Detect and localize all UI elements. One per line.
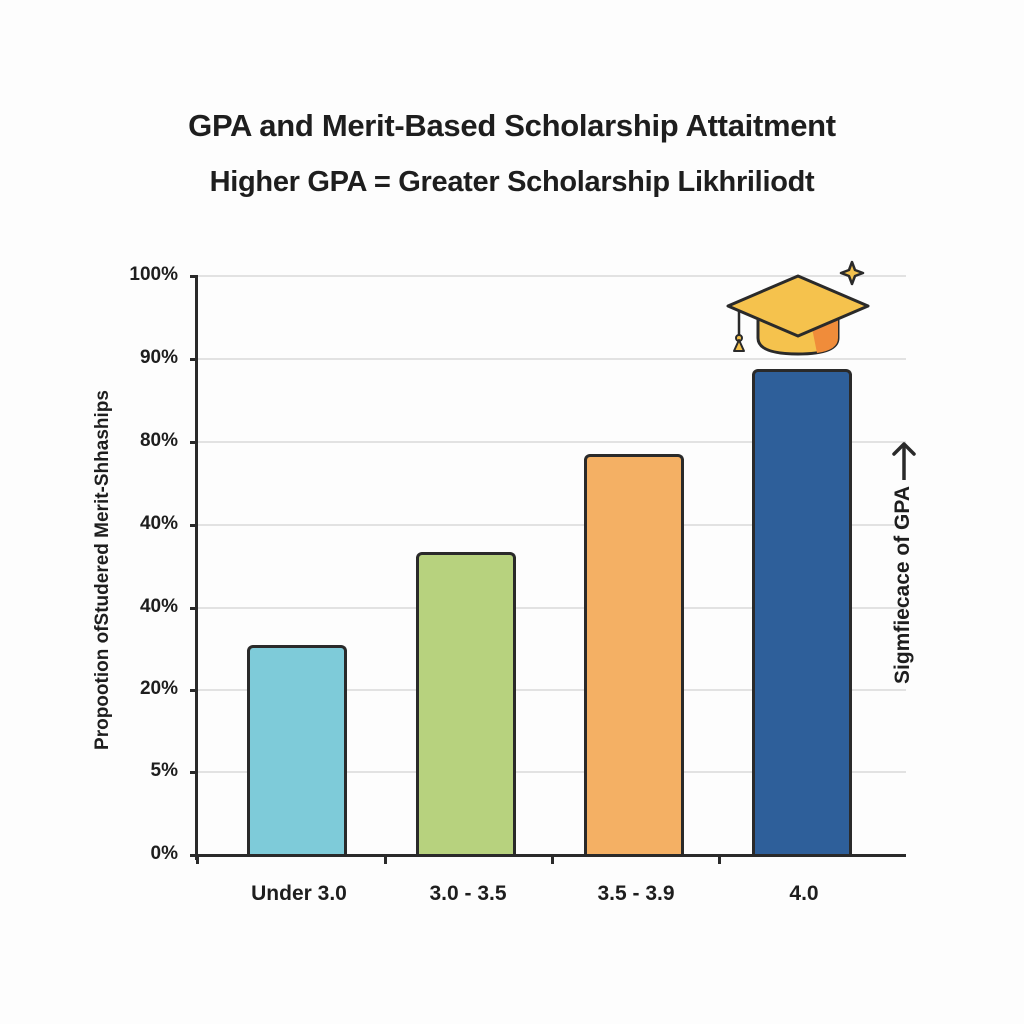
chart-title: GPA and Merit-Based Scholarship Attaitme…: [188, 108, 836, 143]
x-tick-label: 3.5 - 3.9: [597, 882, 675, 905]
x-tick: [196, 856, 199, 864]
gridline: [196, 524, 906, 526]
up-arrow-icon: [892, 442, 916, 480]
gridline: [196, 358, 906, 360]
x-tick-label: Under 3.0: [251, 882, 347, 905]
x-tick: [551, 856, 554, 864]
bar-3-0-3-5: [416, 552, 516, 855]
y-tick-label: 80%: [139, 430, 178, 451]
x-tick: [384, 856, 387, 864]
x-tick-label: 3.0 - 3.5: [429, 882, 507, 905]
x-tick-label: 4.0: [789, 882, 819, 905]
bar-4-0: [752, 369, 852, 855]
chart-subtitle: Higher GPA = Greater Scholarship Likhril…: [209, 166, 815, 198]
y-tick-label: 5%: [150, 760, 178, 781]
x-axis: [190, 854, 906, 857]
y-tick-label: 100%: [129, 264, 178, 285]
y-tick-label: 20%: [139, 678, 178, 699]
y-tick-label: 40%: [139, 513, 178, 534]
y-tick: [190, 441, 198, 444]
bar-3-5-3-9: [584, 454, 684, 855]
y-axis-label: Propootion ofStudered Merit-Shhaships: [92, 390, 113, 750]
y-tick: [190, 771, 198, 774]
y-tick-label: 0%: [150, 843, 178, 864]
gridline: [196, 689, 906, 691]
y-tick: [190, 524, 198, 527]
gridline: [196, 441, 906, 443]
graduation-cap-icon: [726, 260, 870, 356]
x-tick: [718, 856, 721, 864]
gridline: [196, 771, 906, 773]
y-tick: [190, 358, 198, 361]
gridline: [196, 607, 906, 609]
bar-under-3-0: [247, 645, 347, 855]
y-axis: [195, 276, 198, 860]
y-tick: [190, 607, 198, 610]
gridline: [196, 275, 906, 277]
y-tick: [190, 689, 198, 692]
y-tick-label: 90%: [139, 347, 178, 368]
y-tick: [190, 275, 198, 278]
y-tick-label: 40%: [139, 596, 178, 617]
right-annotation-label: Sigmfiecace of GPA: [891, 485, 914, 685]
